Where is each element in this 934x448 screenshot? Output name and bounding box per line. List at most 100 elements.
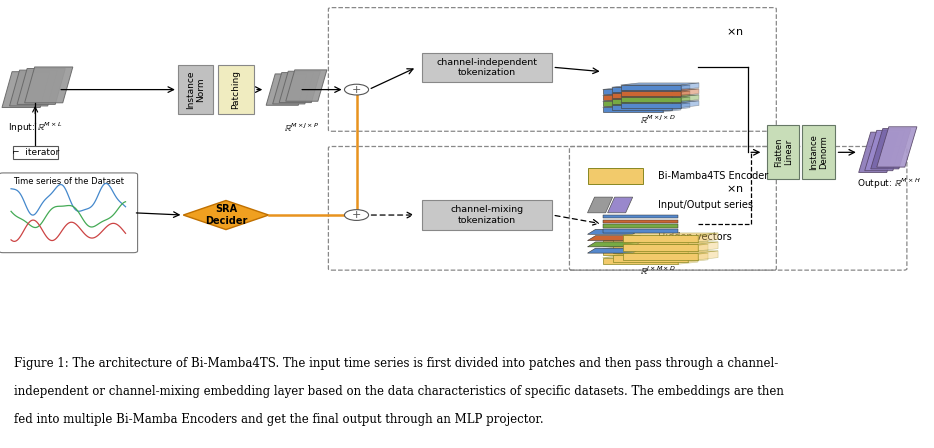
Polygon shape [9,70,58,106]
Text: Input: $\mathbb{R}^{M \times L}$: Input: $\mathbb{R}^{M \times L}$ [8,121,63,135]
Polygon shape [681,89,699,95]
Polygon shape [587,248,641,253]
Polygon shape [273,73,314,104]
Text: ⌐  iterator: ⌐ iterator [11,148,59,157]
FancyBboxPatch shape [602,108,663,112]
FancyBboxPatch shape [602,224,678,228]
Text: Flatten
Linear: Flatten Linear [773,138,793,167]
Polygon shape [602,87,681,90]
Polygon shape [286,70,327,101]
Polygon shape [672,91,690,98]
FancyBboxPatch shape [422,53,552,82]
FancyBboxPatch shape [602,229,678,233]
FancyBboxPatch shape [612,105,672,110]
FancyBboxPatch shape [219,65,254,114]
Polygon shape [2,72,50,108]
FancyBboxPatch shape [621,103,681,108]
Polygon shape [279,71,320,103]
Polygon shape [672,85,690,92]
Polygon shape [858,132,899,172]
Text: Bi-Mamba4TS Encoder: Bi-Mamba4TS Encoder [658,171,768,181]
FancyBboxPatch shape [602,101,663,106]
Text: Figure 1: The architecture of Bi-Mamba4TS. The input time series is first divide: Figure 1: The architecture of Bi-Mamba4T… [14,357,778,370]
Polygon shape [681,101,699,108]
FancyBboxPatch shape [621,85,681,90]
Text: $\mathbb{R}^{J \times M \times D}$: $\mathbb{R}^{J \times M \times D}$ [640,265,676,277]
Text: SRA
Decider: SRA Decider [205,204,248,226]
FancyBboxPatch shape [602,249,678,255]
Polygon shape [613,244,708,246]
Polygon shape [698,251,718,260]
FancyBboxPatch shape [178,65,213,114]
Polygon shape [602,99,681,101]
FancyBboxPatch shape [612,93,672,98]
FancyBboxPatch shape [621,91,681,95]
Text: +: + [352,85,361,95]
Polygon shape [688,235,708,244]
Text: channel-mixing
tokenization: channel-mixing tokenization [450,205,524,225]
FancyBboxPatch shape [602,95,663,100]
Text: Instance
Denorm: Instance Denorm [809,134,828,170]
Polygon shape [587,242,641,247]
Polygon shape [678,246,698,255]
FancyBboxPatch shape [602,90,663,94]
FancyBboxPatch shape [802,125,835,179]
Polygon shape [587,197,613,213]
Text: $\mathbb{R}^{M \times J \times P}$: $\mathbb{R}^{M \times J \times P}$ [284,121,318,134]
Text: Input/Output series: Input/Output series [658,200,753,210]
Polygon shape [621,95,699,97]
Polygon shape [678,237,698,246]
FancyBboxPatch shape [623,244,698,251]
Polygon shape [602,93,681,95]
FancyBboxPatch shape [12,146,58,159]
Text: Hidden vectors: Hidden vectors [658,233,731,242]
Polygon shape [678,255,698,264]
Polygon shape [870,129,911,169]
Polygon shape [877,127,917,167]
Text: Patching: Patching [232,70,241,109]
FancyBboxPatch shape [621,97,681,102]
FancyBboxPatch shape [602,258,678,264]
Text: independent or channel-mixing embedding layer based on the data characteristics : independent or channel-mixing embedding … [14,385,784,398]
Polygon shape [663,99,681,106]
Polygon shape [602,237,698,240]
Text: $\mathbb{R}^{M \times J \times D}$: $\mathbb{R}^{M \times J \times D}$ [640,114,676,126]
FancyBboxPatch shape [0,173,137,253]
Polygon shape [865,130,905,171]
Polygon shape [183,200,269,229]
FancyBboxPatch shape [613,255,688,262]
FancyBboxPatch shape [768,125,800,179]
FancyBboxPatch shape [612,99,672,104]
Polygon shape [24,67,73,103]
FancyBboxPatch shape [623,235,698,242]
Polygon shape [266,74,307,105]
Polygon shape [608,197,632,213]
Text: $\times$n: $\times$n [727,26,743,37]
FancyBboxPatch shape [587,168,643,184]
Polygon shape [688,253,708,262]
Polygon shape [613,235,708,237]
Text: channel-independent
tokenization: channel-independent tokenization [436,57,538,77]
Polygon shape [698,233,718,242]
FancyBboxPatch shape [612,87,672,92]
FancyBboxPatch shape [613,237,688,244]
FancyBboxPatch shape [623,253,698,260]
Polygon shape [621,101,699,103]
FancyBboxPatch shape [613,246,688,253]
Circle shape [345,210,369,220]
FancyBboxPatch shape [422,200,552,229]
Text: $\times$n: $\times$n [727,183,743,194]
Polygon shape [613,253,708,255]
FancyBboxPatch shape [602,215,678,218]
Polygon shape [612,91,690,93]
Polygon shape [587,229,641,234]
Text: +: + [352,210,361,220]
Polygon shape [663,93,681,100]
Polygon shape [672,103,690,110]
Polygon shape [612,85,690,87]
Polygon shape [621,89,699,91]
Text: fed into multiple Bi-Mamba Encoders and get the final output through an MLP proj: fed into multiple Bi-Mamba Encoders and … [14,414,544,426]
Polygon shape [612,97,690,99]
Polygon shape [602,246,698,249]
Polygon shape [681,83,699,90]
